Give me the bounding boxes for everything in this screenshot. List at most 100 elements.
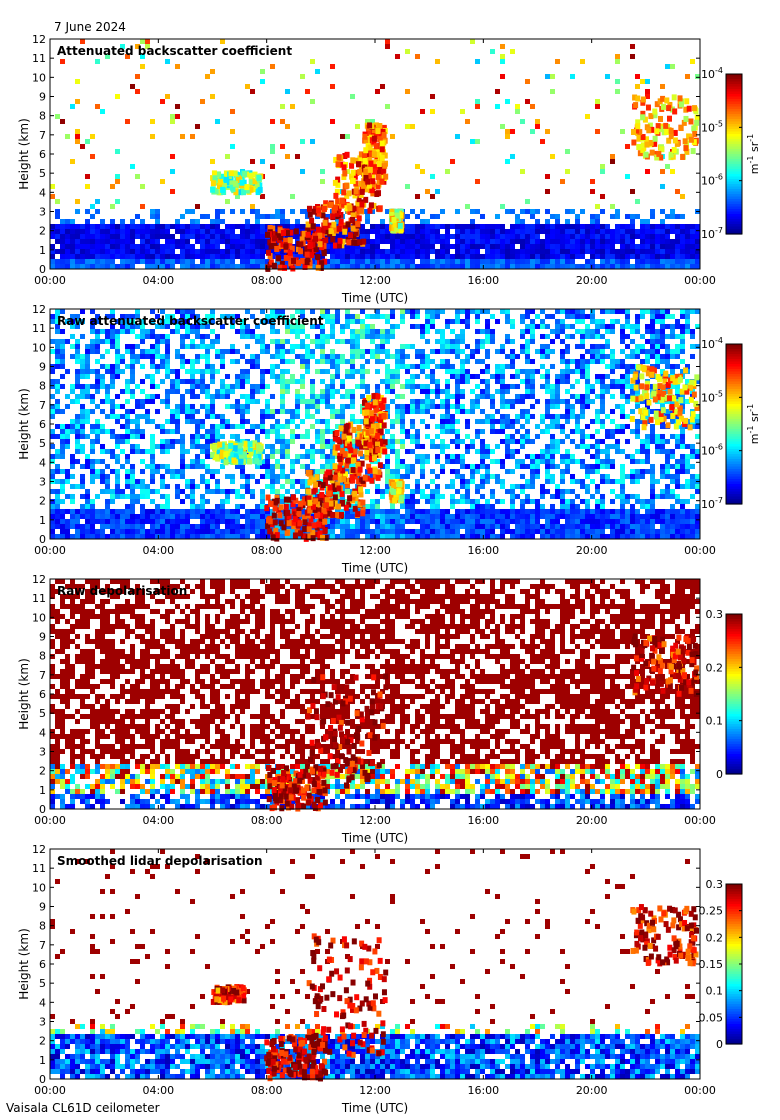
y-tick-label: 8 [39,110,46,123]
colorbar: 10-7 10-6 10-5 10-4 m-1 sr-1 [701,66,761,241]
background-signal [50,579,700,809]
feature-elevated-layer [210,984,247,1006]
colorbar-units: m-1 sr-1 [746,404,761,444]
feature-layer [210,904,699,1082]
colorbar-frame [725,73,743,235]
x-tick-label: 16:00 [467,1084,499,1097]
colorbar-tick-label: 0 [716,1038,723,1051]
x-tick-label: 04:00 [142,544,174,557]
x-tick-label: 20:00 [576,1084,608,1097]
x-tick-label: 16:00 [467,274,499,287]
y-axis-label: Height (km) [17,388,31,459]
colorbar-tick-label: 0.3 [706,878,724,891]
x-axis-label: Time (UTC) [341,831,408,845]
x-tick-label: 20:00 [576,814,608,827]
background-signal [50,309,700,539]
x-axis-label: Time (UTC) [341,1101,408,1115]
y-tick-label: 3 [39,1016,46,1029]
x-axis-label: Time (UTC) [341,561,408,575]
x-tick-label: 00:00 [34,814,66,827]
x-tick-label: 20:00 [576,544,608,557]
x-tick-label: 00:00 [34,274,66,287]
colorbar-tick-label: 0.2 [706,931,724,944]
y-tick-label: 7 [39,939,46,952]
colorbar-tick-label: 10-5 [701,389,723,404]
y-tick-label: 9 [39,901,46,914]
y-tick-label: 0 [39,263,46,276]
x-tick-label: 16:00 [467,814,499,827]
feature-cirrus [631,94,700,161]
x-tick-label: 04:00 [142,1084,174,1097]
y-tick-label: 8 [39,650,46,663]
y-tick-label: 4 [39,726,46,739]
panel-title: Attenuated backscatter coefficient [57,44,292,58]
colorbar: 0 0.05 0.1 0.15 0.2 0.25 0.3 [699,878,743,1051]
colorbar-tick-label: 0.2 [706,661,724,674]
y-tick-label: 10 [32,611,46,624]
colorbar-tick-label: 10-5 [701,119,723,134]
background-signal [50,39,700,269]
feature-cloud [306,933,389,1058]
x-tick-label: 00:00 [684,274,716,287]
feature-cirrus [629,364,700,431]
feature-cirrus [631,633,700,697]
y-tick-label: 12 [32,303,46,316]
colorbar: 0 0.1 0.2 0.3 [706,608,743,781]
colorbar-frame [725,343,743,505]
y-tick-label: 11 [32,52,46,65]
colorbar-tick-label: 0.15 [699,958,724,971]
y-tick-label: 12 [32,573,46,586]
y-tick-label: 11 [32,592,46,605]
y-tick-label: 0 [39,1073,46,1086]
colorbar-tick-label: 10-6 [701,173,723,188]
y-tick-label: 3 [39,476,46,489]
y-tick-label: 3 [39,206,46,219]
y-tick-label: 1 [39,784,46,797]
y-tick-label: 12 [32,33,46,46]
y-tick-label: 10 [32,881,46,894]
y-tick-label: 7 [39,399,46,412]
y-tick-label: 11 [32,322,46,335]
y-axis-label: Height (km) [17,928,31,999]
x-tick-label: 00:00 [684,814,716,827]
feature-layer [265,633,700,812]
feature-cloud [265,764,328,812]
x-tick-label: 08:00 [251,544,283,557]
colorbar-tick-label: 0.1 [706,715,724,728]
x-tick-label: 00:00 [684,544,716,557]
y-tick-label: 12 [32,843,46,856]
y-tick-label: 7 [39,129,46,142]
colorbar-tick-label: 10-6 [701,443,723,458]
y-tick-label: 0 [39,533,46,546]
y-tick-label: 6 [39,148,46,161]
feature-elevated-layer [210,170,264,196]
y-tick-label: 8 [39,920,46,933]
y-tick-label: 4 [39,456,46,469]
y-tick-label: 1 [39,514,46,527]
y-tick-label: 4 [39,186,46,199]
y-tick-label: 0 [39,803,46,816]
colorbar-tick-label: 0.05 [699,1011,724,1024]
colorbar-tick-label: 10-7 [701,496,723,511]
colorbar-tick-label: 10-4 [701,336,723,351]
y-tick-label: 10 [32,341,46,354]
y-tick-label: 1 [39,1054,46,1067]
x-tick-label: 16:00 [467,544,499,557]
colorbar-tick-label: 10-4 [701,66,723,81]
panel-title: Raw depolarisation [57,584,187,598]
y-tick-label: 1 [39,244,46,257]
y-axis-label: Height (km) [17,658,31,729]
y-tick-label: 9 [39,91,46,104]
y-tick-label: 5 [39,437,46,450]
y-tick-label: 9 [39,631,46,644]
x-tick-label: 12:00 [359,814,391,827]
y-tick-label: 3 [39,746,46,759]
y-tick-label: 5 [39,707,46,720]
y-tick-label: 7 [39,669,46,682]
panel-title: Smoothed lidar depolarisation [57,854,263,868]
y-tick-label: 4 [39,996,46,1009]
date-label: 7 June 2024 [54,20,126,34]
